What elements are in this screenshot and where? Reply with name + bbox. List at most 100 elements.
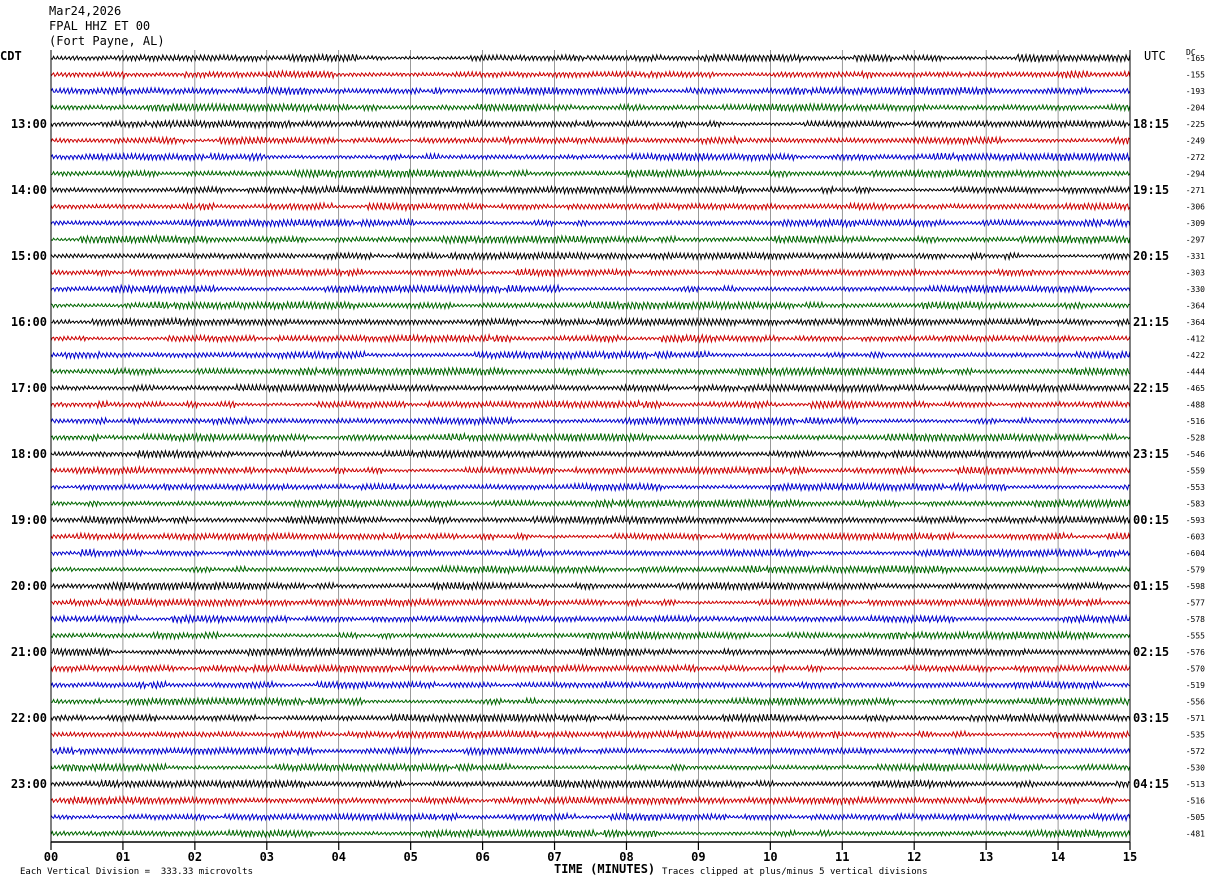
- x-tick-label: 13: [979, 850, 993, 864]
- dc-offset-label: -516: [1186, 417, 1205, 426]
- dc-offset-label: -577: [1186, 599, 1205, 608]
- x-tick-label: 08: [619, 850, 633, 864]
- trace-line: [50, 629, 1131, 641]
- dc-offset-label: -578: [1186, 615, 1205, 624]
- trace-line: [50, 365, 1131, 378]
- dc-offset-label: -364: [1186, 302, 1205, 311]
- dc-offset-label: -481: [1186, 830, 1205, 839]
- utc-hour-label: 03:15: [1133, 711, 1169, 725]
- dc-offset-label: -271: [1186, 186, 1205, 195]
- x-tick-label: 15: [1123, 850, 1137, 864]
- utc-hour-label: 23:15: [1133, 447, 1169, 461]
- trace-line: [50, 761, 1131, 774]
- clip-note: Traces clipped at plus/minus 5 vertical …: [662, 867, 928, 877]
- trace-line: [50, 514, 1131, 526]
- trace-line: [50, 531, 1131, 542]
- trace-line: [50, 811, 1131, 823]
- trace-line: [50, 828, 1131, 839]
- right-axis-label: UTC: [1144, 49, 1166, 63]
- trace-line: [50, 398, 1131, 410]
- trace-line: [50, 497, 1131, 510]
- x-tick-label: 07: [547, 850, 561, 864]
- trace-line: [50, 613, 1131, 625]
- utc-hour-label: 19:15: [1133, 183, 1169, 197]
- dc-offset-label: -583: [1186, 500, 1205, 509]
- trace-line: [50, 201, 1131, 213]
- header-station: FPAL HHZ ET 00: [49, 19, 151, 33]
- utc-hour-label: 18:15: [1133, 117, 1169, 131]
- dc-offset-label: -330: [1186, 285, 1205, 294]
- dc-offset-label: -570: [1186, 665, 1205, 674]
- utc-hour-label: 22:15: [1133, 381, 1169, 395]
- dc-offset-label: -519: [1186, 681, 1205, 690]
- dc-offset-label: -412: [1186, 335, 1205, 344]
- trace-line: [50, 564, 1131, 576]
- dc-offset-labels: -165 -155 -193 -204 -225 -249 -272 -294 -271 -306…: [1186, 54, 1205, 839]
- trace-line: [50, 464, 1131, 476]
- x-tick-label: 10: [763, 850, 777, 864]
- dc-offset-label: -576: [1186, 648, 1205, 657]
- header-date: Mar24,2026: [49, 4, 122, 18]
- trace-line: [50, 250, 1131, 262]
- utc-hour-label: 01:15: [1133, 579, 1169, 593]
- utc-hour-label: 20:15: [1133, 249, 1169, 263]
- trace-line: [50, 283, 1131, 295]
- cdt-hour-label: 14:00: [11, 183, 47, 197]
- x-tick-label: 11: [835, 850, 849, 864]
- dc-offset-label: -364: [1186, 318, 1205, 327]
- cdt-hour-label: 16:00: [11, 315, 47, 329]
- trace-line: [50, 679, 1131, 691]
- trace-line: [50, 431, 1131, 444]
- trace-line: [50, 662, 1131, 675]
- dc-offset-label: -306: [1186, 203, 1205, 212]
- trace-line: [50, 795, 1131, 807]
- trace-line: [50, 778, 1131, 790]
- trace-line: [50, 85, 1131, 97]
- dc-offset-label: -553: [1186, 483, 1205, 492]
- header-location: (Fort Payne, AL): [49, 34, 165, 48]
- trace-line: [50, 712, 1131, 724]
- x-tick-label: 14: [1051, 850, 1065, 864]
- trace-line: [50, 481, 1131, 493]
- dc-offset-label: -303: [1186, 269, 1205, 278]
- cdt-hour-label: 22:00: [11, 711, 47, 725]
- dc-offset-label: -488: [1186, 401, 1205, 410]
- scale-note: Each Vertical Division = 333.33 microvol…: [20, 867, 253, 877]
- left-axis-label: CDT: [0, 49, 22, 63]
- trace-line: [50, 217, 1131, 229]
- cdt-hour-label: 19:00: [11, 513, 47, 527]
- dc-offset-label: -604: [1186, 549, 1205, 558]
- dc-offset-label: -249: [1186, 137, 1205, 146]
- utc-hour-label: 00:15: [1133, 513, 1169, 527]
- dc-offset-label: -297: [1186, 236, 1205, 245]
- cdt-hour-label: 17:00: [11, 381, 47, 395]
- cdt-hour-label: 20:00: [11, 579, 47, 593]
- seismic-traces: [50, 52, 1131, 839]
- dc-offset-label: -465: [1186, 384, 1205, 393]
- dc-offset-label: -204: [1186, 104, 1205, 113]
- trace-line: [50, 118, 1131, 130]
- dc-label: DC: [1186, 48, 1196, 57]
- dc-offset-label: -603: [1186, 533, 1205, 542]
- trace-line: [50, 415, 1131, 427]
- trace-line: [50, 134, 1131, 147]
- dc-offset-label: -516: [1186, 797, 1205, 806]
- dc-offset-label: -155: [1186, 71, 1205, 80]
- x-axis-label: TIME (MINUTES): [554, 862, 656, 876]
- dc-offset-label: -572: [1186, 747, 1205, 756]
- dc-offset-label: -571: [1186, 714, 1205, 723]
- dc-offset-label: -444: [1186, 368, 1205, 377]
- dc-offset-label: -559: [1186, 467, 1205, 476]
- trace-line: [50, 316, 1131, 328]
- x-tick-label: 02: [188, 850, 202, 864]
- dc-offset-label: -165: [1186, 54, 1205, 63]
- dc-offset-label: -505: [1186, 813, 1205, 822]
- minute-grid: [122, 50, 1059, 842]
- cdt-hour-label: 18:00: [11, 447, 47, 461]
- dc-offset-label: -422: [1186, 351, 1205, 360]
- x-tick-label: 00: [44, 850, 58, 864]
- trace-line: [50, 267, 1131, 279]
- dc-offset-label: -193: [1186, 87, 1205, 96]
- x-ticks: 00 01 02 03 04 05 06 07 08 09 10 11 12 13 14 15: [44, 842, 1137, 864]
- x-tick-label: 04: [332, 850, 346, 864]
